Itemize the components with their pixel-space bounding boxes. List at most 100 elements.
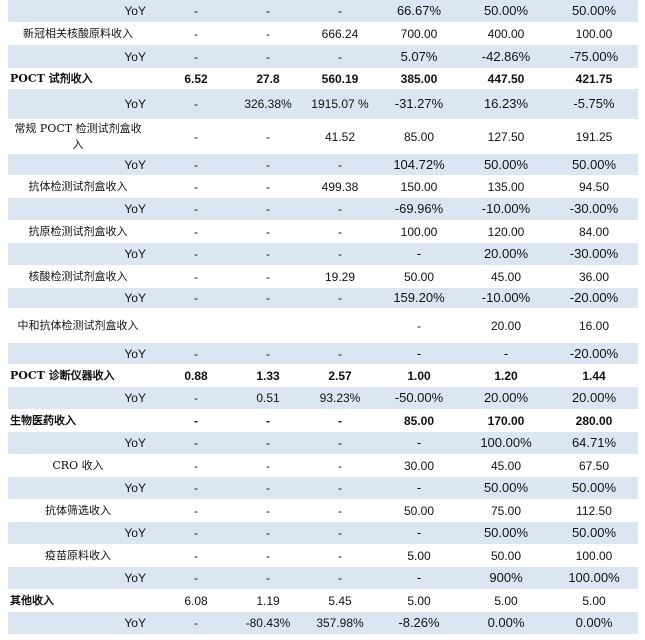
table-cell: - [376,343,462,364]
row-label: YoY [8,198,160,220]
row-label: YoY [8,45,160,68]
table-cell: 666.24 [321,26,359,41]
table-cell: 94.50 [578,179,610,194]
table-row: YoY -0.51 93.23% -50.00% 20.00% 20.00% [8,387,638,409]
table-cell: 50.00% [462,477,550,499]
table-cell: - [304,343,376,364]
table-row: 核酸检测试剂盒收入 - - 19.29 50.00 45.00 36.00 [8,265,638,288]
table-cell: - [160,343,232,364]
table-cell: - [338,224,342,239]
table-body: YoY - - -66.67% 50.00% 50.00% 新冠相关核酸原料收入 - -666.… [8,0,638,634]
table-cell: -10.00% [462,198,550,220]
table-cell: 45.00 [490,269,522,284]
table-cell: 100.00 [400,224,438,239]
table-cell: 357.98% [304,612,376,634]
table-cell: 120.00 [487,224,525,239]
table-cell: - [266,179,270,194]
table-row: 生物医药收入 - - - 85.00 170.00 280.00 [8,409,638,432]
table-row: 抗体检测试剂盒收入 - - 499.38 150.00 135.00 94.50 [8,175,638,198]
table-cell: 5.45 [328,593,352,608]
table-cell: 85.00 [403,413,435,428]
table-row: YoY - - - -69.96% -10.00% -30.00% [8,198,638,220]
table-row: YoY - - - -900% 100.00% [8,567,638,589]
table-cell: -30.00% [550,198,638,220]
table-cell: 66.67% [376,0,462,22]
table-cell: 560.19 [321,71,359,86]
table-cell: - [232,0,304,22]
table-row: YoY - -80.43% 357.98% -8.26% 0.00% 0.00% [8,612,638,634]
table-cell: - [304,154,376,175]
table-cell: -10.00% [462,288,550,308]
table-cell: 50.00% [550,0,638,22]
row-label: 常规 POCT 检测试剂盒收入 [14,121,142,151]
table-cell: - [266,129,270,144]
table-cell: 16.00 [578,318,610,333]
table-row: 疫苗原料收入 - - - 5.00 50.00 100.00 [8,544,638,567]
row-label: YoY [8,612,160,634]
table-cell: 400.00 [487,26,525,41]
table-cell: 1.44 [582,368,606,383]
table-cell: 20.00 [490,318,522,333]
table-cell: - [266,503,270,518]
row-label: 中和抗体检测试剂盒收入 [17,318,139,332]
table-cell: 27.8 [256,71,280,86]
table-cell: - [194,413,198,428]
table-cell: 84.00 [578,224,610,239]
table-cell: 85.00 [403,129,435,144]
table-cell: 45.00 [490,458,522,473]
table-cell: - [266,26,270,41]
row-label: CRO 收入 [52,458,104,472]
table-cell: - [304,198,376,220]
table-cell: - [266,458,270,473]
table-cell: - [266,548,270,563]
table-cell: -30.00% [550,243,638,265]
table-cell: - [338,503,342,518]
table-cell: - [232,154,304,175]
row-label: YoY [8,243,160,265]
table-cell: 170.00 [487,413,525,428]
table-row: 其他收入 6.08 1.19 5.45 5.00 5.00 5.00 [8,589,638,612]
table-cell: - [160,198,232,220]
table-cell: - [160,288,232,308]
table-row: 常规 POCT 检测试剂盒收入 - - 41.52 85.00 127.50 191.25 [8,119,638,154]
table-cell: - [232,288,304,308]
row-label: YoY [8,288,160,308]
table-cell: - [232,567,304,589]
table-cell: 5.00 [582,593,606,608]
table-row: 新冠相关核酸原料收入 - - 666.24 700.00 400.00 100.00 [8,22,638,45]
row-label: YoY [8,567,160,589]
table-cell: - [194,548,198,563]
table-cell: 159.20% [376,288,462,308]
table-cell: - [160,243,232,265]
table-cell: 112.50 [576,503,612,518]
table-cell: 50.00% [550,154,638,175]
table-cell: 1.33 [256,368,280,383]
table-cell [160,308,232,343]
table-row: YoY - - - -20.00% -30.00% [8,243,638,265]
table-row: YoY - - -159.20% -10.00% -20.00% [8,288,638,308]
table-cell: - [232,343,304,364]
table-cell: - [160,522,232,544]
table-cell: 6.52 [184,71,208,86]
table-cell: - [304,522,376,544]
table-cell: 100.00% [462,432,550,454]
table-row: YoY -326.38% 1915.07 % -31.27% 16.23% -5.75% [8,89,638,119]
row-label: 核酸检测试剂盒收入 [28,269,128,283]
table-cell: - [160,154,232,175]
table-cell: 385.00 [400,71,438,86]
table-cell: 36.00 [578,269,610,284]
table-row: 抗原检测试剂盒收入 - - - 100.00 120.00 84.00 [8,220,638,243]
row-label: YoY [8,387,160,409]
table-cell: - [160,387,232,409]
table-cell: -42.86% [462,45,550,68]
table-cell: - [304,567,376,589]
table-row: YoY - - -66.67% 50.00% 50.00% [8,0,638,22]
table-cell: 75.00 [490,503,522,518]
table-cell: 20.00% [462,243,550,265]
table-cell: 150.00 [400,179,438,194]
table-cell: 16.23% [462,89,550,119]
row-label: POCT 试剂收入 [10,71,93,85]
table-cell: - [304,243,376,265]
table-cell: 100.00 [575,548,613,563]
table-cell: - [232,432,304,454]
